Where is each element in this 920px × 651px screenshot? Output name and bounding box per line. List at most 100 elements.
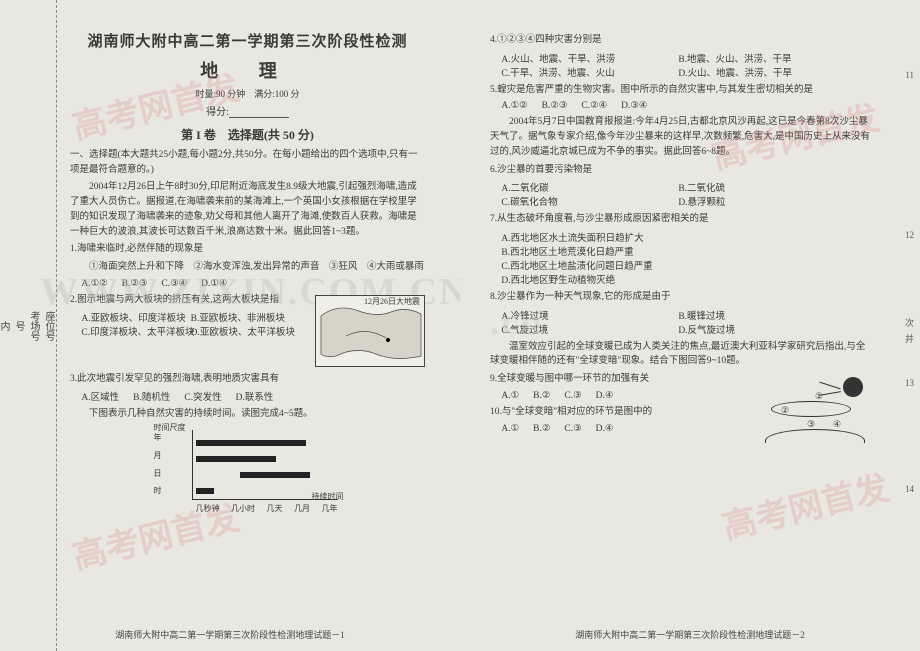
option: B.随机性 <box>133 389 170 403</box>
question-1: 1.海啸来临时,必然伴随的现象是 <box>70 242 425 257</box>
map-label: 12月26日大地震 <box>364 298 420 307</box>
option: B.② <box>533 423 550 434</box>
x-label: 几月 <box>294 503 310 514</box>
option: B.②③ <box>122 278 148 289</box>
option: A.火山、地震、干旱、洪涝 <box>501 51 678 65</box>
question-6: 6.沙尘暴的首要污染物是 <box>490 163 870 178</box>
option: B.西北地区土地荒漠化日趋严重 <box>501 244 678 258</box>
diagram-label: ② <box>781 405 789 416</box>
passage-1: 2004年12月26日上午8时30分,印尼附近海底发生8.9级大地震,引起强烈海… <box>70 180 425 239</box>
sun-ray <box>819 382 840 390</box>
question-5-options: A.①② B.②③ C.②④ D.③④ <box>501 100 870 111</box>
option: A.区域性 <box>81 389 119 403</box>
chart-bar-3 <box>240 472 310 478</box>
option: B.② <box>533 390 550 401</box>
option: D.火山、地震、洪涝、干旱 <box>678 65 855 79</box>
option: B.亚欧板块、非洲板块 <box>191 310 300 324</box>
x-label: 几天 <box>267 503 283 514</box>
y-label: 月 <box>154 450 162 461</box>
watermark: 高考网首发 <box>717 460 894 549</box>
score-label: 得分: <box>206 107 229 118</box>
page-2-footer: 湖南师大附中高二第一学期第三次阶段性检测地理试题－2 <box>460 628 920 641</box>
chart-bar-4 <box>196 488 214 494</box>
greenhouse-diagram: ② ③ ① ④ <box>760 372 870 452</box>
chart-bar-2 <box>196 456 276 462</box>
edge-number: 13 <box>905 378 914 388</box>
option: A.冷锋过境 <box>501 308 678 322</box>
passage-3: 温室效应引起的全球变暖已成为人类关注的焦点,最近澳大利亚科学家研究后指出,与全球… <box>490 340 870 369</box>
subject-title: 地 理 <box>70 57 425 83</box>
page-2: 高考网首发 .cn 高考网首发 11 12 次 并 13 14 4.①②③④四种… <box>460 0 920 651</box>
option: C.干旱、洪涝、地震、火山 <box>501 65 678 79</box>
chart-x-title: 持续时间 <box>312 491 344 502</box>
page-1: 座位号 考场号 号 内 不 答 题 班 级 姓 名 年 级 高考网首发 WWW.… <box>0 0 460 651</box>
option: B.暖锋过境 <box>678 308 855 322</box>
diagram-label: ① <box>815 391 823 402</box>
option: A.①② <box>501 100 527 111</box>
option: D.④ <box>596 390 614 401</box>
title-block: 湖南师大附中高二第一学期第三次阶段性检测 地 理 时量:90 分钟 满分:100… <box>70 30 425 118</box>
option: D.联系性 <box>236 389 274 403</box>
question-10-options: A.① B.② C.③ D.④ <box>501 423 754 434</box>
option: D.反气旋过境 <box>678 322 855 336</box>
edge-text: 次 <box>905 316 914 329</box>
y-label: 年 <box>154 432 162 443</box>
option: D.亚欧板块、太平洋板块 <box>191 324 300 338</box>
vtab-label: 内 <box>0 321 11 331</box>
edge-number: 11 <box>905 70 914 80</box>
x-label: 几秒钟 <box>196 503 220 514</box>
option: C.突发性 <box>184 389 221 403</box>
question-2-options: A.亚欧板块、印度洋板块 B.亚欧板块、非洲板块 C.印度洋板块、太平洋板块 D… <box>81 310 309 338</box>
option: C.气旋过境 <box>501 322 678 336</box>
option: C.③ <box>564 390 581 401</box>
question-4-options: A.火山、地震、干旱、洪涝 B.地震、火山、洪涝、干旱 C.干旱、洪涝、地震、火… <box>501 51 870 79</box>
y-label: 时 <box>154 485 162 496</box>
option: D.西北地区野生动植物灭绝 <box>501 272 678 286</box>
question-4: 4.①②③④四种灾害分别是 <box>490 33 870 48</box>
option: A.西北地区水土流失面积日趋扩大 <box>501 230 678 244</box>
question-5: 5.蝗灾是危害严重的生物灾害。图中所示的自然灾害中,与其发生密切相关的是 <box>490 83 870 98</box>
earth-arc <box>765 429 865 443</box>
option: D.悬浮颗粒 <box>678 194 855 208</box>
question-1-options: A.①② B.②③ C.③④ D.①④ <box>81 278 425 289</box>
exam-sheet: 座位号 考场号 号 内 不 答 题 班 级 姓 名 年 级 高考网首发 WWW.… <box>0 0 920 651</box>
sun-icon <box>843 377 863 397</box>
option: A.①② <box>81 278 107 289</box>
tectonic-map: 12月26日大地震 <box>315 295 425 367</box>
y-label: 日 <box>154 468 162 479</box>
vtab-label: 座位号 <box>41 311 56 341</box>
option: D.③④ <box>621 100 647 111</box>
vtab-label: 号 <box>11 321 26 331</box>
question-6-options: A.二氧化碳 B.二氧化硫 C.碳氧化合物 D.悬浮颗粒 <box>501 180 870 208</box>
edge-number: 14 <box>905 484 914 494</box>
section-instruction: 一、选择题(本大题共25小题,每小题2分,共50分。在每小题给出的四个选项中,只… <box>70 148 425 177</box>
option: A.亚欧板块、印度洋板块 <box>81 310 190 324</box>
option: B.二氧化硫 <box>678 180 855 194</box>
question-7: 7.从生态破坏角度看,与沙尘暴形成原因紧密相关的是 <box>490 212 870 227</box>
timing-line: 时量:90 分钟 满分:100 分 <box>70 87 425 100</box>
option: C.③④ <box>161 278 187 289</box>
exam-title: 湖南师大附中高二第一学期第三次阶段性检测 <box>70 30 425 51</box>
binding-margin: 座位号 考场号 号 内 不 答 题 班 级 姓 名 年 级 <box>12 0 57 651</box>
section-1-head: 第 I 卷 选择题(共 50 分) <box>70 126 425 143</box>
option: B.②③ <box>542 100 568 111</box>
question-3-options: A.区域性 B.随机性 C.突发性 D.联系性 <box>81 389 425 403</box>
edge-text: 并 <box>905 332 914 345</box>
vtab-label: 考场号 <box>26 311 41 341</box>
passage-2: 2004年5月7日中国教育报报道:今年4月25日,古都北京风沙再起,这已是今春第… <box>490 115 870 159</box>
question-8-options: A.冷锋过境 B.暖锋过境 C.气旋过境 D.反气旋过境 <box>501 308 870 336</box>
duration-chart: 时间尺度 年 月 日 时 几秒钟 几小时 几天 几月 几年 持续时间 <box>148 426 348 516</box>
option: C.印度洋板块、太平洋板块 <box>81 324 190 338</box>
option: C.②④ <box>581 100 607 111</box>
option: C.西北地区土地盐渍化问题日趋严重 <box>501 258 678 272</box>
diagram-label: ④ <box>833 419 841 430</box>
option: A.① <box>501 390 519 401</box>
option: D.①④ <box>201 278 227 289</box>
chart-lead: 下图表示几种自然灾害的持续时间。读图完成4~5题。 <box>70 407 425 422</box>
edge-number: 12 <box>905 230 914 240</box>
option: B.地震、火山、洪涝、干旱 <box>678 51 855 65</box>
question-7-options: A.西北地区水土流失面积日趋扩大 B.西北地区土地荒漠化日趋严重 C.西北地区土… <box>501 230 870 286</box>
option: C.碳氧化合物 <box>501 194 678 208</box>
option: D.④ <box>596 423 614 434</box>
question-9-options: A.① B.② C.③ D.④ <box>501 390 754 401</box>
